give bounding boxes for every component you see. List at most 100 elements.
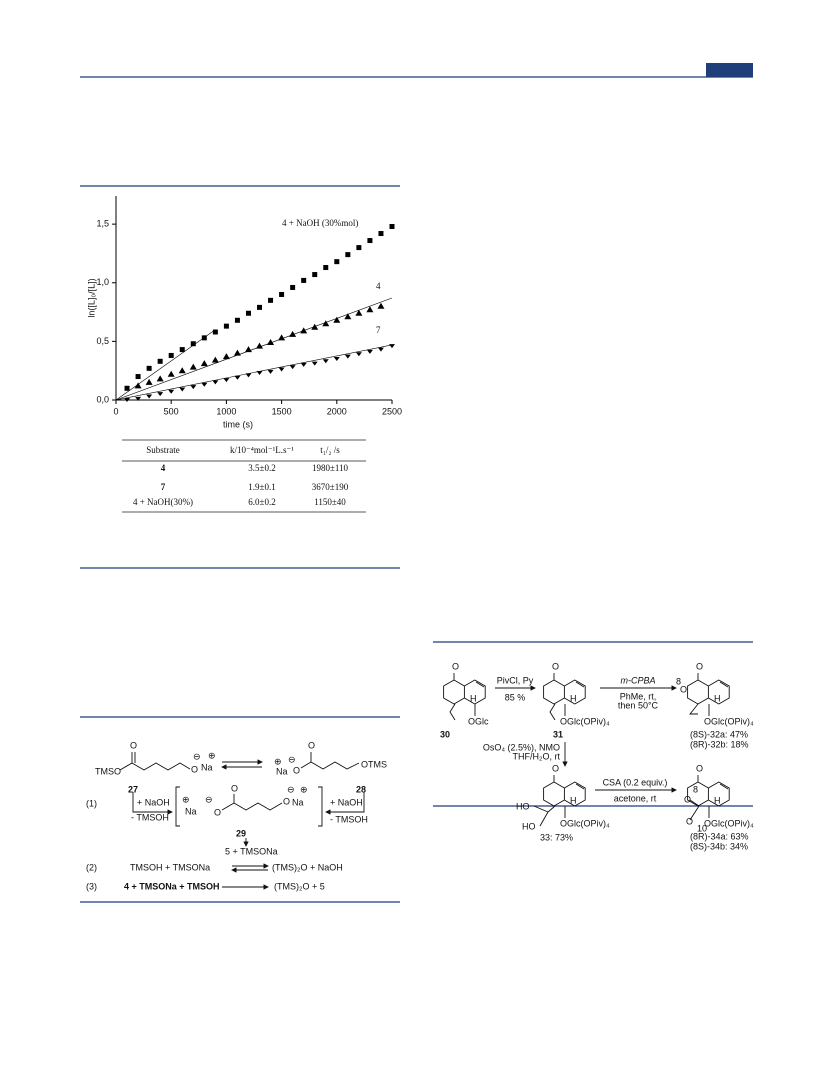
atom-label: Na [292,797,304,807]
point [311,361,318,366]
point [233,349,241,356]
point [157,392,164,397]
table-cell: 1150±40 [314,497,346,507]
charge: ⊖ [205,794,213,804]
atom-label: H [714,795,721,805]
point [146,394,153,399]
atom-label: HO [516,801,530,811]
atom-label: O [191,764,198,774]
table-cell: 6.0±0.2 [248,497,275,507]
table-cell: 1.9±0.1 [248,482,275,492]
atom-label: O [552,763,559,773]
equation-number: (3) [86,881,97,891]
x-tick-label: 2500 [382,406,402,416]
atom-label: HO [522,821,536,831]
yield: (8R)-32b: 18% [690,739,749,749]
point [344,313,352,320]
point [190,341,196,347]
point [190,385,197,390]
point [189,363,197,370]
table-header: k/10⁻⁴mol⁻¹L.s⁻¹ [230,445,294,455]
point [168,389,175,394]
reagent: acetone, rt [614,793,657,803]
point [201,382,208,387]
point [179,347,185,353]
reagent: PhMe, rt, [620,691,657,701]
bond [119,762,191,771]
atom-label: O [283,796,290,806]
atom-label: O [214,807,221,817]
product: 5 + TMSONa [225,846,278,856]
point [179,387,186,392]
point [322,359,329,364]
point [289,365,296,370]
x-tick-label: 2000 [327,406,347,416]
point [124,398,131,402]
charge: ⊕ [300,784,308,794]
point [157,358,163,364]
point [178,367,186,374]
yield: (8R)-34a: 63% [690,831,749,841]
charge: ⊖ [193,751,201,761]
point [145,378,153,385]
reagent: CSA (0.2 equiv.) [603,777,668,787]
point [366,349,373,354]
point [267,369,274,374]
atom-label: TMSO [95,766,121,776]
point [344,354,351,359]
point [234,317,240,323]
table-header: t₁/₂ /s [320,445,340,455]
table-header: Substrate [146,445,180,455]
point [355,309,363,316]
atom-label: O [696,763,703,773]
compound-number: 33: 73% [540,832,573,842]
point [244,346,252,353]
atom-label: O [130,740,137,750]
compound-number: 31 [553,729,563,739]
point [366,306,374,313]
atom-label: OTMS [361,759,387,769]
point [234,375,241,380]
series-label: 7 [376,325,381,335]
x-axis-title: time (s) [223,419,253,429]
substituent: OGlc [468,716,489,726]
bond [449,703,710,827]
table-cell: 7 [161,482,166,492]
point [389,344,395,349]
structure [687,672,730,705]
point [290,284,296,290]
y-tick-label: 1,0 [96,277,109,287]
x-tick-label: 1000 [216,406,236,416]
point [356,245,362,251]
point [279,291,285,297]
point [333,316,341,323]
point [311,323,319,330]
series-label: 4 [376,281,381,291]
reagent: PivCl, Py [497,675,534,685]
atom-label: O [696,661,703,671]
structure [543,774,586,807]
equation: 4 + TMSONa + TMSOH [124,881,220,891]
table-cell: 1980±110 [312,463,349,473]
point [223,323,229,329]
point [355,352,362,357]
point [322,320,330,327]
table-cell: 3670±190 [312,482,349,492]
point [278,334,286,341]
x-tick-label: 0 [113,406,118,416]
point [389,223,395,229]
reagent: m-CPBA [620,675,655,685]
charge: ⊕ [182,794,190,804]
point [301,277,307,283]
reagent: - TMSOH [131,812,169,822]
point [289,330,297,337]
atom-label: H [714,693,721,703]
charge: ⊖ [288,754,296,764]
point [300,362,307,367]
scheme-left: TMSO O O ⊖ Na ⊕ 27 ⊕ Na ⊖ O O OTMS 28 (1… [86,740,387,891]
equation: (TMS)₂O + NaOH [272,862,343,872]
y-axis-title: ln([L]₀/[L]) [86,278,96,317]
point [245,373,252,378]
